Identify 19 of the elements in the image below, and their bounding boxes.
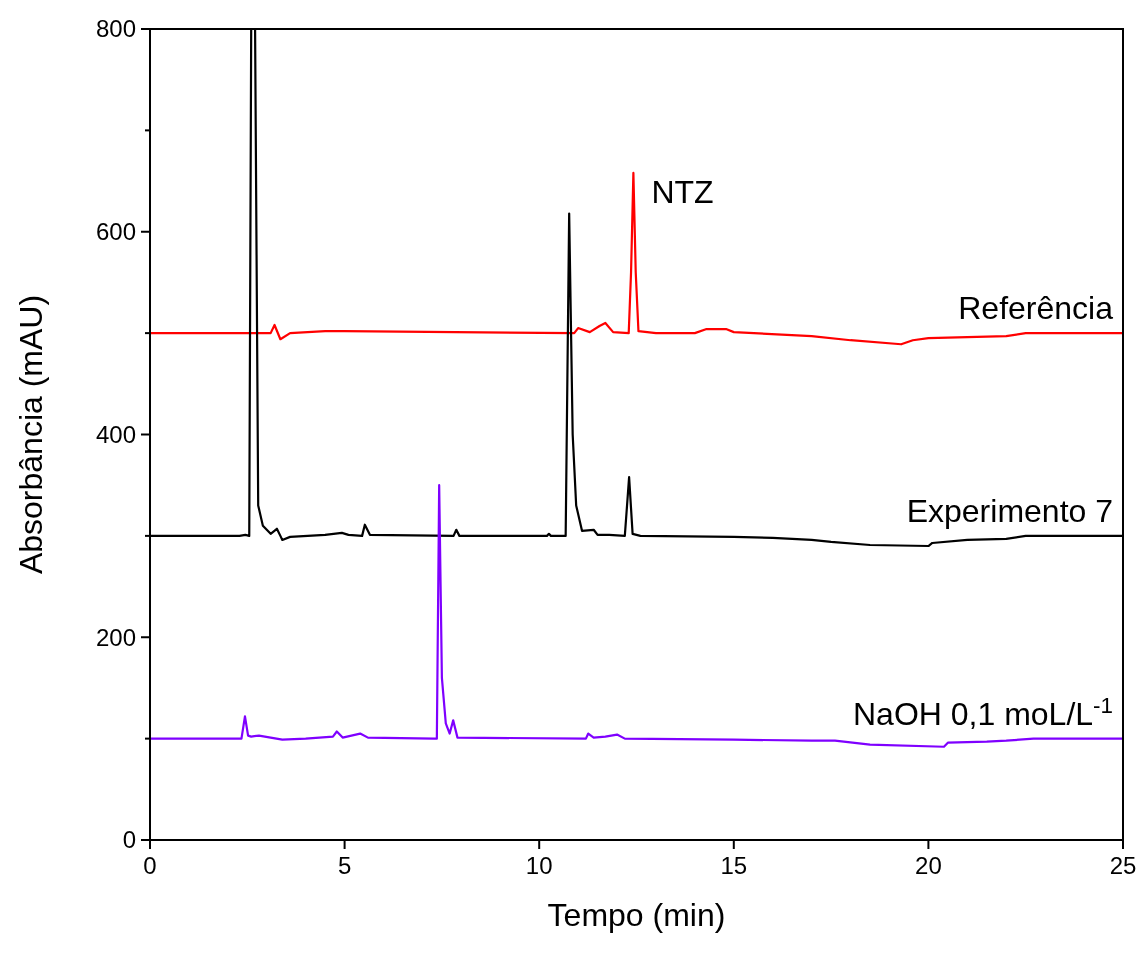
y-axis-title: Absorbância (mAU): [13, 294, 49, 575]
x-tick-label: 0: [143, 852, 157, 879]
y-tick-label: 400: [95, 420, 136, 448]
x-tick-label: 20: [915, 852, 942, 879]
x-tick-label: 25: [1109, 852, 1137, 879]
series-label: Referência: [958, 290, 1114, 327]
x-tick-label: 10: [525, 852, 553, 879]
line-series: [150, 484, 1123, 748]
line-series: [150, 171, 1123, 346]
x-axis-title: Tempo (min): [547, 897, 726, 933]
annotation: NTZ: [651, 173, 714, 210]
series-label: NaOH 0,1 moL/L$^{-1}$: [852, 692, 1113, 732]
y-tick-label: 0: [122, 826, 136, 854]
x-tick-label: 5: [337, 852, 352, 879]
y-tick-label: 800: [95, 15, 136, 43]
y-tick-label: 600: [95, 218, 136, 246]
series-label: Experimento 7: [906, 492, 1113, 529]
y-tick-label: 200: [95, 623, 136, 651]
x-tick-label: 15: [720, 852, 748, 879]
